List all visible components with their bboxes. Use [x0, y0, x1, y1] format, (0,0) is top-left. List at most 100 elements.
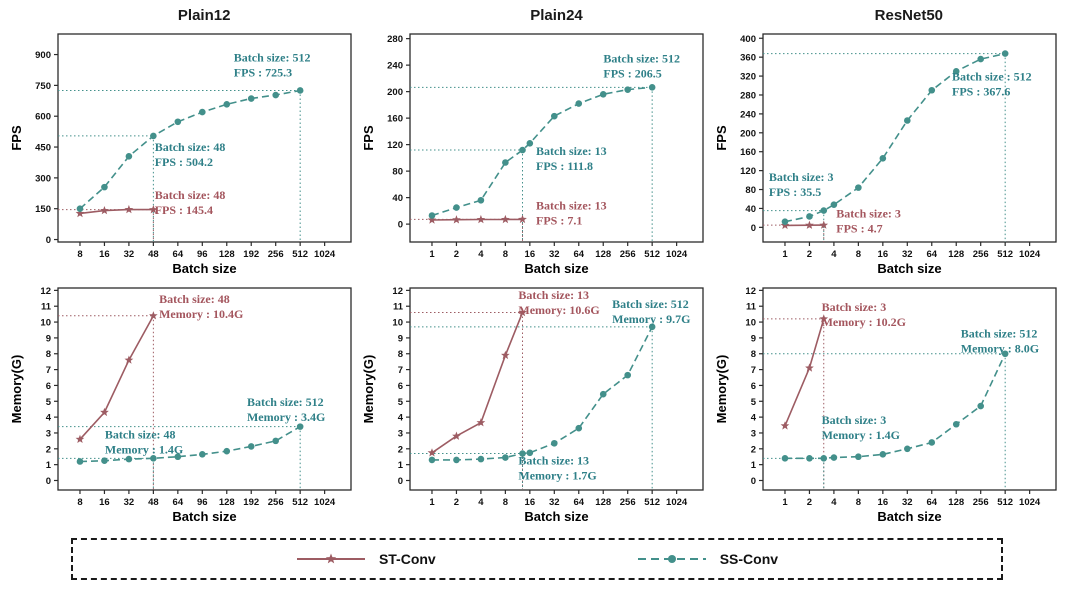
svg-text:FPS: FPS: [9, 125, 24, 151]
chart-cell-resnet50-memory: 0 1 2 3 4 5 6 7 8 9 10 11 12 1 2 4 8 16 32 64 128 256 512 1024 B…: [713, 282, 1065, 526]
svg-text:0: 0: [46, 476, 51, 487]
svg-text:3: 3: [398, 428, 403, 439]
svg-text:2: 2: [46, 444, 51, 455]
svg-text:Memory(G): Memory(G): [714, 355, 729, 424]
chart-cell-resnet50-fps: ResNet50 0 40 80 120 160 200 240 280 320 360 400 1 2…: [713, 4, 1065, 278]
svg-text:16: 16: [877, 497, 888, 508]
svg-text:160: 160: [740, 147, 756, 158]
svg-text:64: 64: [173, 497, 184, 508]
svg-text:256: 256: [620, 497, 636, 508]
svg-text:10: 10: [745, 318, 756, 329]
svg-text:16: 16: [525, 497, 536, 508]
svg-text:Batch size: Batch size: [525, 261, 589, 276]
svg-text:10: 10: [41, 318, 52, 329]
svg-text:750: 750: [35, 81, 51, 92]
svg-text:192: 192: [243, 249, 259, 260]
svg-text:0: 0: [398, 220, 403, 231]
svg-text:1: 1: [430, 249, 436, 260]
svg-text:40: 40: [393, 193, 404, 204]
svg-text:8: 8: [77, 249, 82, 260]
svg-text:3: 3: [751, 428, 756, 439]
svg-text:1: 1: [751, 460, 757, 471]
svg-text:4: 4: [751, 413, 757, 424]
svg-text:FPS: FPS: [361, 125, 376, 151]
svg-text:4: 4: [831, 249, 837, 260]
svg-text:8: 8: [46, 349, 51, 360]
svg-text:256: 256: [268, 497, 284, 508]
svg-text:360: 360: [740, 53, 756, 64]
svg-text:11: 11: [746, 302, 757, 313]
legend-label-st-conv: ST-Conv: [378, 551, 436, 567]
svg-text:1024: 1024: [667, 249, 689, 260]
svg-text:4: 4: [479, 497, 485, 508]
svg-text:2: 2: [398, 444, 403, 455]
chart-title-resnet50: ResNet50: [874, 7, 944, 24]
svg-text:12: 12: [41, 286, 52, 297]
svg-text:8: 8: [398, 349, 403, 360]
svg-text:2: 2: [807, 497, 812, 508]
svg-text:8: 8: [856, 249, 861, 260]
svg-text:FPS: FPS: [714, 125, 729, 151]
svg-text:32: 32: [902, 249, 913, 260]
svg-text:1024: 1024: [314, 497, 336, 508]
svg-text:9: 9: [46, 333, 51, 344]
svg-text:256: 256: [973, 249, 989, 260]
svg-text:3: 3: [46, 428, 51, 439]
svg-text:7: 7: [398, 365, 403, 376]
svg-text:4: 4: [46, 413, 52, 424]
svg-text:8: 8: [751, 349, 756, 360]
ss-conv-line-sample-icon: [637, 555, 706, 563]
svg-text:48: 48: [148, 497, 159, 508]
svg-text:256: 256: [620, 249, 636, 260]
svg-text:128: 128: [219, 497, 235, 508]
svg-text:8: 8: [503, 497, 508, 508]
svg-text:8: 8: [856, 497, 861, 508]
svg-text:64: 64: [574, 497, 585, 508]
svg-text:280: 280: [388, 34, 404, 45]
svg-text:Memory(G): Memory(G): [9, 355, 24, 424]
svg-text:32: 32: [124, 249, 135, 260]
chart-plain24-fps: 0 40 80 120 160 200 240 280 1 2 4 8 16 32 64 128 256 512 1…: [361, 33, 705, 276]
svg-text:300: 300: [35, 173, 51, 184]
svg-text:1: 1: [430, 497, 436, 508]
svg-text:240: 240: [740, 109, 756, 120]
chart-cell-plain12-memory: 0 1 2 3 4 5 6 7 8 9 10 11 12 8 16 32 48 64 96 128 192 256 512 1…: [8, 282, 360, 526]
svg-text:32: 32: [124, 497, 135, 508]
svg-text:400: 400: [740, 34, 756, 45]
svg-text:5: 5: [751, 397, 757, 408]
svg-text:1024: 1024: [667, 497, 689, 508]
svg-text:80: 80: [745, 185, 756, 196]
svg-text:Batch size: Batch size: [173, 509, 237, 524]
chart-plain12-fps: 0 150 300 450 600 750 900 8 16 32 48 64 96 128 192 256 5…: [9, 33, 352, 276]
svg-text:11: 11: [393, 302, 404, 313]
svg-text:1: 1: [398, 460, 404, 471]
svg-text:256: 256: [973, 497, 989, 508]
svg-text:1024: 1024: [314, 249, 336, 260]
svg-text:Batch size: Batch size: [525, 509, 589, 524]
svg-text:6: 6: [46, 381, 51, 392]
svg-text:160: 160: [388, 114, 404, 125]
svg-text:450: 450: [35, 143, 51, 154]
chart-cell-plain24-fps: Plain24 0 40 80 120 160 200 240 280 1 2 4 8 16 32 64 12…: [360, 4, 712, 278]
chart-cell-plain12-fps: Plain12 0 150 300 450 600 750 900 8 16 32 48 64 96 12…: [8, 4, 360, 278]
svg-text:32: 32: [902, 497, 913, 508]
svg-text:64: 64: [173, 249, 184, 260]
svg-text:150: 150: [35, 204, 51, 215]
svg-text:1: 1: [782, 249, 788, 260]
svg-text:8: 8: [77, 497, 82, 508]
svg-text:0: 0: [46, 235, 51, 246]
svg-text:Memory(G): Memory(G): [361, 355, 376, 424]
svg-text:32: 32: [549, 497, 560, 508]
svg-text:200: 200: [388, 87, 404, 98]
svg-text:512: 512: [997, 249, 1013, 260]
